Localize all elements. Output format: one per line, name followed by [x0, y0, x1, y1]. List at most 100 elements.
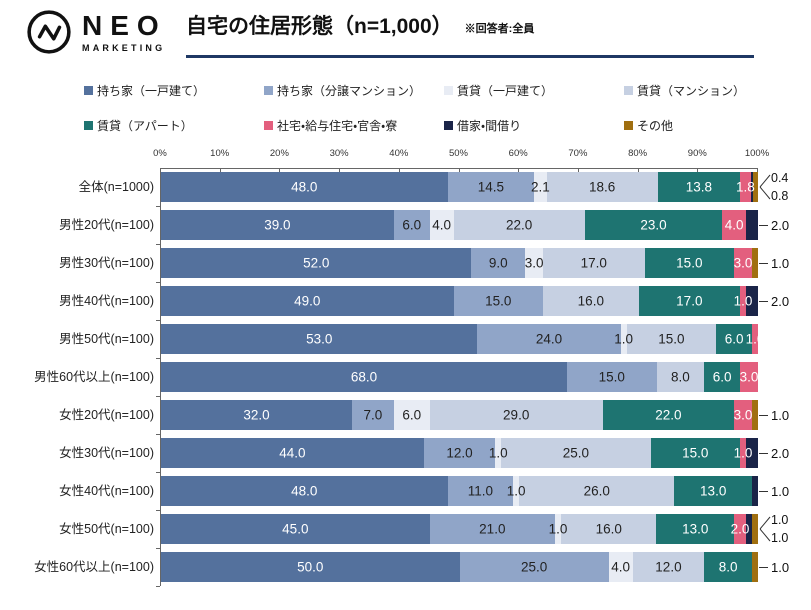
callout-label: 1.0	[771, 529, 788, 547]
bar-segment: 1.0	[489, 438, 508, 468]
bar-segment-label: 22.0	[655, 407, 682, 423]
tick-label: 60%	[508, 148, 528, 159]
bar-segment	[752, 248, 758, 278]
bar-segment: 4.0	[722, 210, 747, 240]
callout: 2.0	[759, 434, 811, 472]
legend-item: 賃貸（マンション）	[624, 82, 804, 99]
bar-segment-label: 1.8	[736, 179, 755, 195]
bar-segment-label: 39.0	[264, 217, 291, 233]
row-label: 女性50代(n=100)	[59, 522, 154, 536]
bar-segment-label: 32.0	[243, 407, 270, 423]
bar-segment: 3.0	[734, 248, 752, 278]
callout-label: 1.0	[771, 407, 790, 423]
row-tick	[156, 510, 160, 511]
bar-segment: 29.0	[429, 400, 603, 430]
bar-segment-label: 15.0	[485, 293, 512, 309]
legend-item: 社宅・給与住宅・官舎・寮	[264, 117, 444, 134]
callout-connector	[759, 490, 768, 492]
row-tick	[156, 320, 160, 321]
bar-segment: 4.0	[429, 210, 454, 240]
tick-mark	[518, 168, 520, 172]
legend-swatch	[264, 121, 273, 130]
bar-segment-label: 53.0	[306, 331, 333, 347]
bar-segment-label: 3.0	[733, 407, 753, 423]
bar-segment-label: 49.0	[294, 293, 321, 309]
legend-label: 借家・間借り	[457, 119, 522, 133]
bar-segment-label: 9.0	[488, 255, 508, 271]
bar-segment: 68.0	[161, 362, 567, 392]
bar-segment	[750, 172, 754, 202]
bar-segment: 6.0	[393, 400, 430, 430]
tick-label: 30%	[329, 148, 349, 159]
row-label: 男性30代(n=100)	[59, 256, 154, 270]
bar-segment-label: 1.0	[548, 521, 568, 537]
bar-segment: 8.0	[656, 362, 705, 392]
bar-segment-label: 15.0	[682, 445, 709, 461]
callout: 2.0	[759, 282, 811, 320]
callout-connector	[759, 516, 771, 542]
row-label: 男性50代(n=100)	[59, 332, 154, 346]
callout-label: 2.0	[771, 217, 790, 233]
bar-segment-label: 3.0	[524, 255, 544, 271]
tick-mark	[458, 168, 460, 172]
legend-label: 持ち家（分譲マンション）	[277, 84, 422, 98]
legend-label: 社宅・給与住宅・官舎・寮	[277, 119, 398, 133]
legend-label: その他	[637, 119, 674, 133]
callout-value: 0.4	[771, 171, 789, 185]
bar-segment: 23.0	[584, 210, 723, 240]
bar-segment-label: 12.0	[446, 445, 473, 461]
tick-label: 90%	[687, 148, 707, 159]
bar: 32.0 7.0 6.0 29.0 22.0 3.0	[161, 400, 758, 430]
bar-segment: 26.0	[519, 476, 675, 506]
bar-segment: 22.0	[453, 210, 585, 240]
callout: 0.4 0.8	[759, 168, 811, 206]
callout: 1.0	[759, 396, 811, 434]
bar-segment-label: 1.0	[506, 483, 526, 499]
bar-segment-label: 22.0	[506, 217, 533, 233]
bar-segment	[752, 476, 758, 506]
bar-segment-label: 7.0	[363, 407, 383, 423]
row-label: 男性40代(n=100)	[59, 294, 154, 308]
bar-segment: 13.0	[674, 476, 752, 506]
callout: 1.0	[759, 548, 811, 586]
bar-segment-label: 50.0	[297, 559, 324, 575]
callout-label: 1.0	[771, 559, 790, 575]
bar-segment: 24.0	[477, 324, 621, 354]
bar-segment-label: 6.0	[724, 331, 744, 347]
bar-segment	[751, 400, 758, 430]
legend-item: 借家・間借り	[444, 117, 624, 134]
tick-mark	[279, 168, 281, 172]
bar-segment-label: 52.0	[303, 255, 330, 271]
row-tick	[156, 206, 160, 207]
bar-segment-label: 15.0	[658, 331, 685, 347]
bar-segment: 1.0	[549, 514, 567, 544]
bar-segment: 7.0	[352, 400, 394, 430]
bar: 44.0 12.0 1.0 25.0 15.0 1.0	[161, 438, 758, 468]
bar-segment-label: 6.0	[402, 407, 422, 423]
tick-mark	[219, 168, 221, 172]
bar-segment-label: 21.0	[479, 521, 506, 537]
bar-segment: 39.0	[161, 210, 394, 240]
bar-segment-label: 68.0	[350, 369, 378, 385]
y-axis	[160, 168, 161, 586]
row-label: 女性60代以上(n=100)	[34, 560, 154, 574]
legend-label: 賃貸（一戸建て）	[457, 84, 554, 98]
row-tick	[156, 586, 160, 587]
tick-mark	[757, 168, 758, 172]
bar-segment: 15.0	[453, 286, 544, 316]
bar-segment: 1.0	[734, 438, 752, 468]
bar-segment: 1.0	[746, 324, 764, 354]
bar-segment-label: 8.0	[718, 559, 738, 575]
callout: 1.0	[759, 244, 811, 282]
callout-label: 2.0	[771, 445, 790, 461]
tick-label: 50%	[448, 148, 469, 159]
callout-label: 1.0	[771, 511, 788, 529]
bar-segment: 3.0	[734, 400, 752, 430]
legend-swatch	[444, 86, 453, 95]
bar-segment: 2.1	[531, 172, 550, 202]
tick-mark	[398, 168, 400, 172]
legend-swatch	[84, 86, 93, 95]
callout: 2.0	[759, 206, 811, 244]
page-title: 自宅の住居形態（n=1,000）	[186, 15, 453, 38]
bar-segment-label: 16.0	[595, 521, 622, 537]
